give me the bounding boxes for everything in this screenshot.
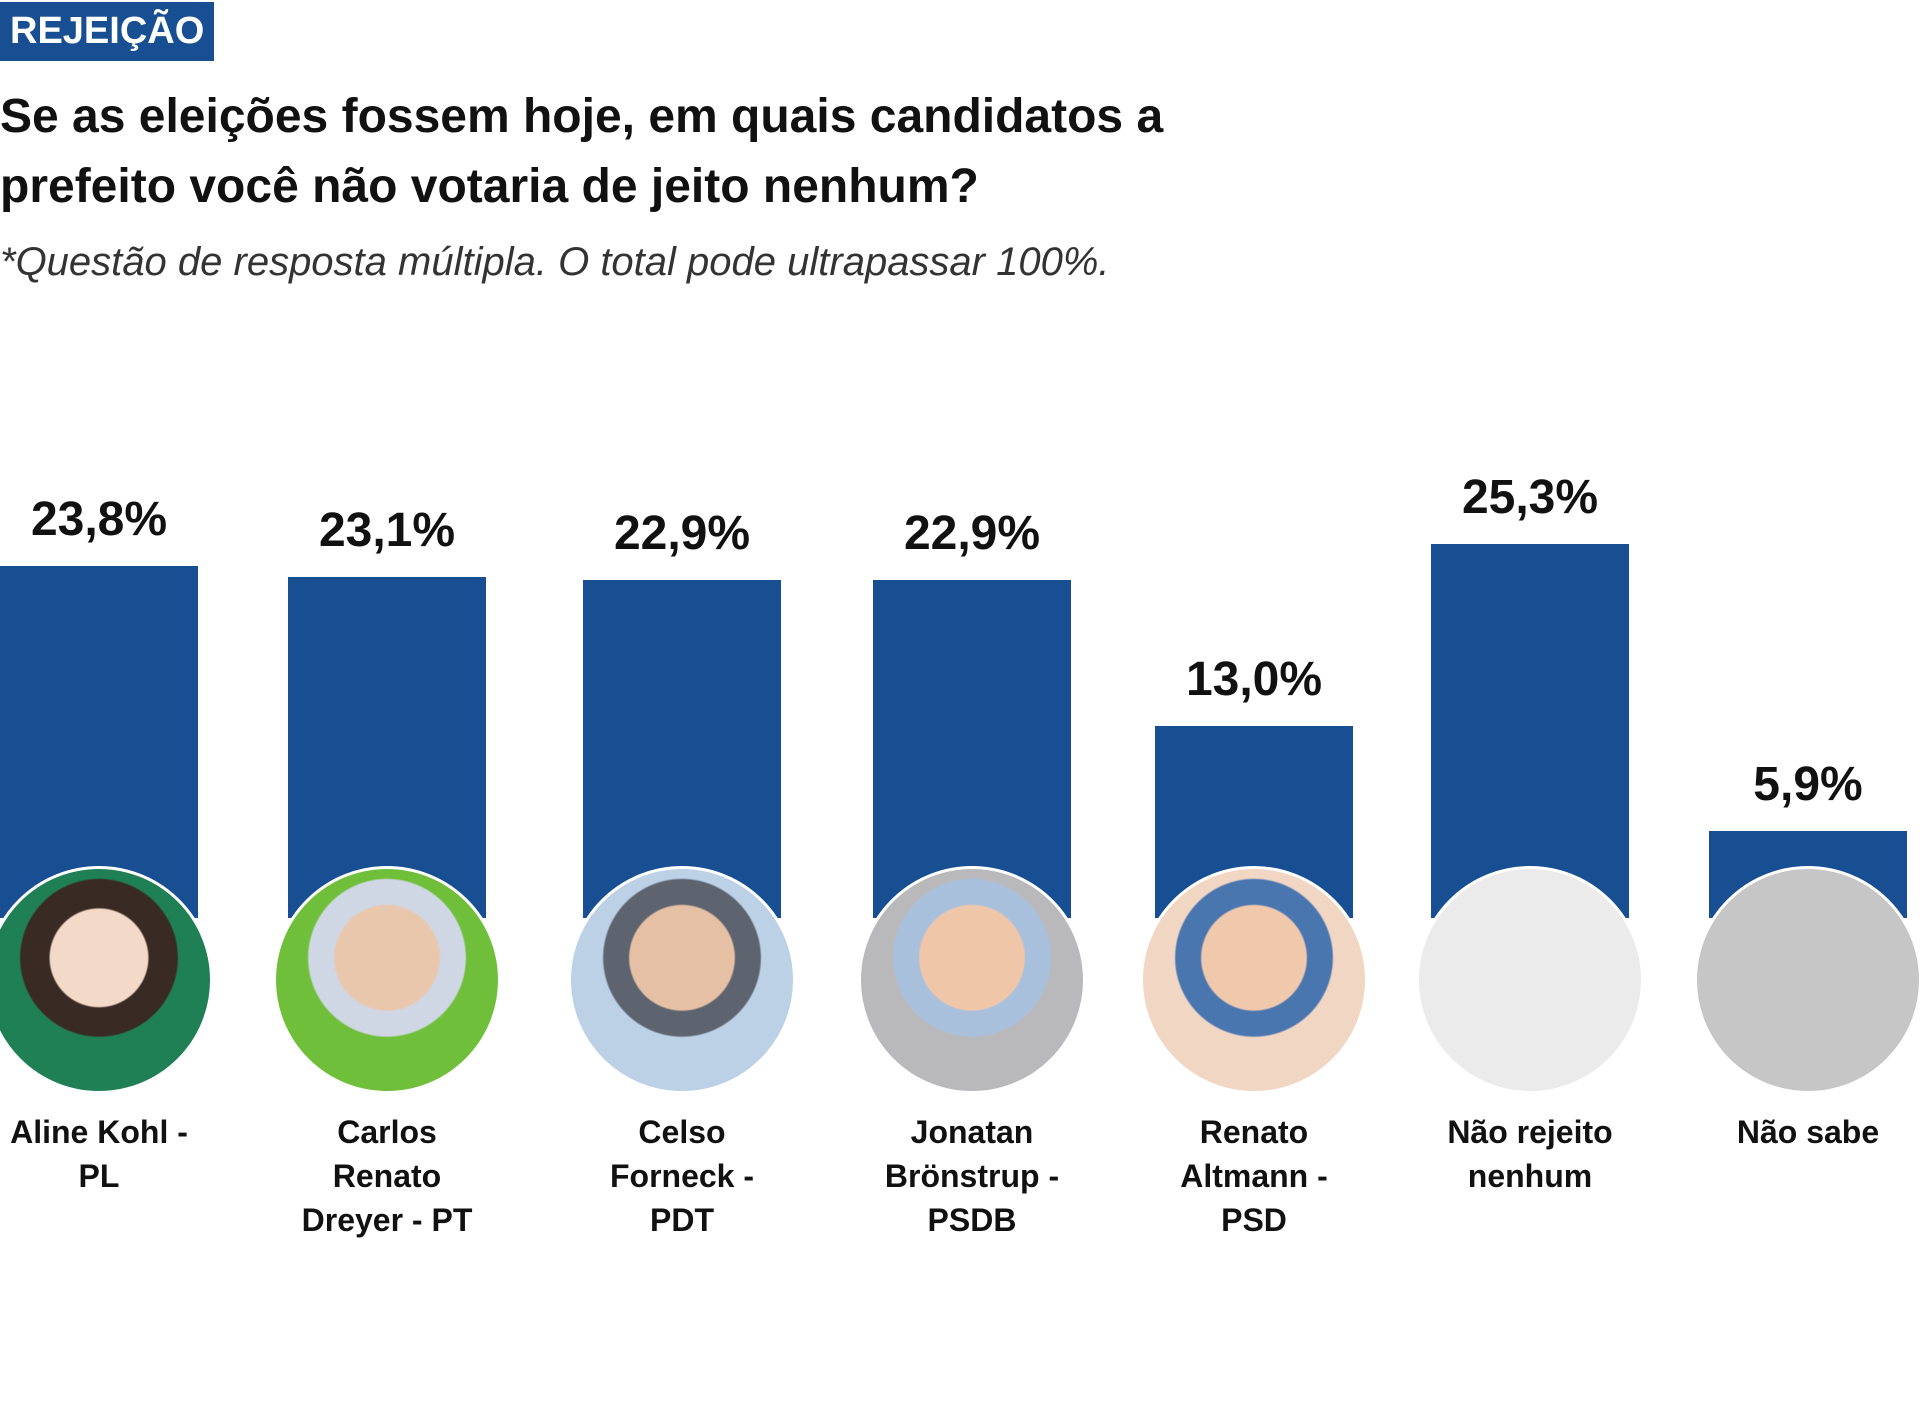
- avatar: [0, 866, 213, 1094]
- bar: [288, 576, 486, 918]
- chart-title: Se as eleições fossem hoje, em quais can…: [0, 90, 1164, 213]
- bar: [1431, 544, 1629, 918]
- x-tick-label: Não rejeito nenhum: [1447, 1114, 1613, 1194]
- bar: [873, 579, 1071, 918]
- avatar: [568, 866, 796, 1094]
- avatar: [273, 866, 501, 1094]
- avatar: [1416, 866, 1644, 1094]
- x-tick-label: Não sabe: [1736, 1114, 1880, 1150]
- x-tick-label: Jonatan Brönstrup - PSDB: [884, 1114, 1060, 1238]
- value-label: 23,8%: [30, 493, 168, 547]
- x-tick-label: Carlos Renato Dreyer - PT: [301, 1114, 473, 1238]
- x-tick-label: Renato Altmann - PSD: [1180, 1114, 1328, 1238]
- x-tick-label: Aline Kohl - PL: [10, 1114, 188, 1194]
- avatar: [858, 866, 1086, 1094]
- bar: [0, 566, 198, 918]
- value-label: 22,9%: [613, 506, 751, 560]
- x-tick-label: Celso Forneck - PDT: [609, 1114, 755, 1238]
- value-label: 5,9%: [1753, 757, 1863, 811]
- tag: REJEIÇÃO: [0, 2, 215, 61]
- avatar: [1694, 866, 1920, 1094]
- value-label: 13,0%: [1185, 652, 1323, 706]
- value-label: 23,1%: [318, 503, 456, 557]
- value-label: 22,9%: [903, 506, 1041, 560]
- bar: [583, 579, 781, 918]
- avatar: [1140, 866, 1368, 1094]
- value-label: 25,3%: [1461, 471, 1599, 525]
- subtitle: *Questão de resposta múltipla. O total p…: [0, 240, 1110, 284]
